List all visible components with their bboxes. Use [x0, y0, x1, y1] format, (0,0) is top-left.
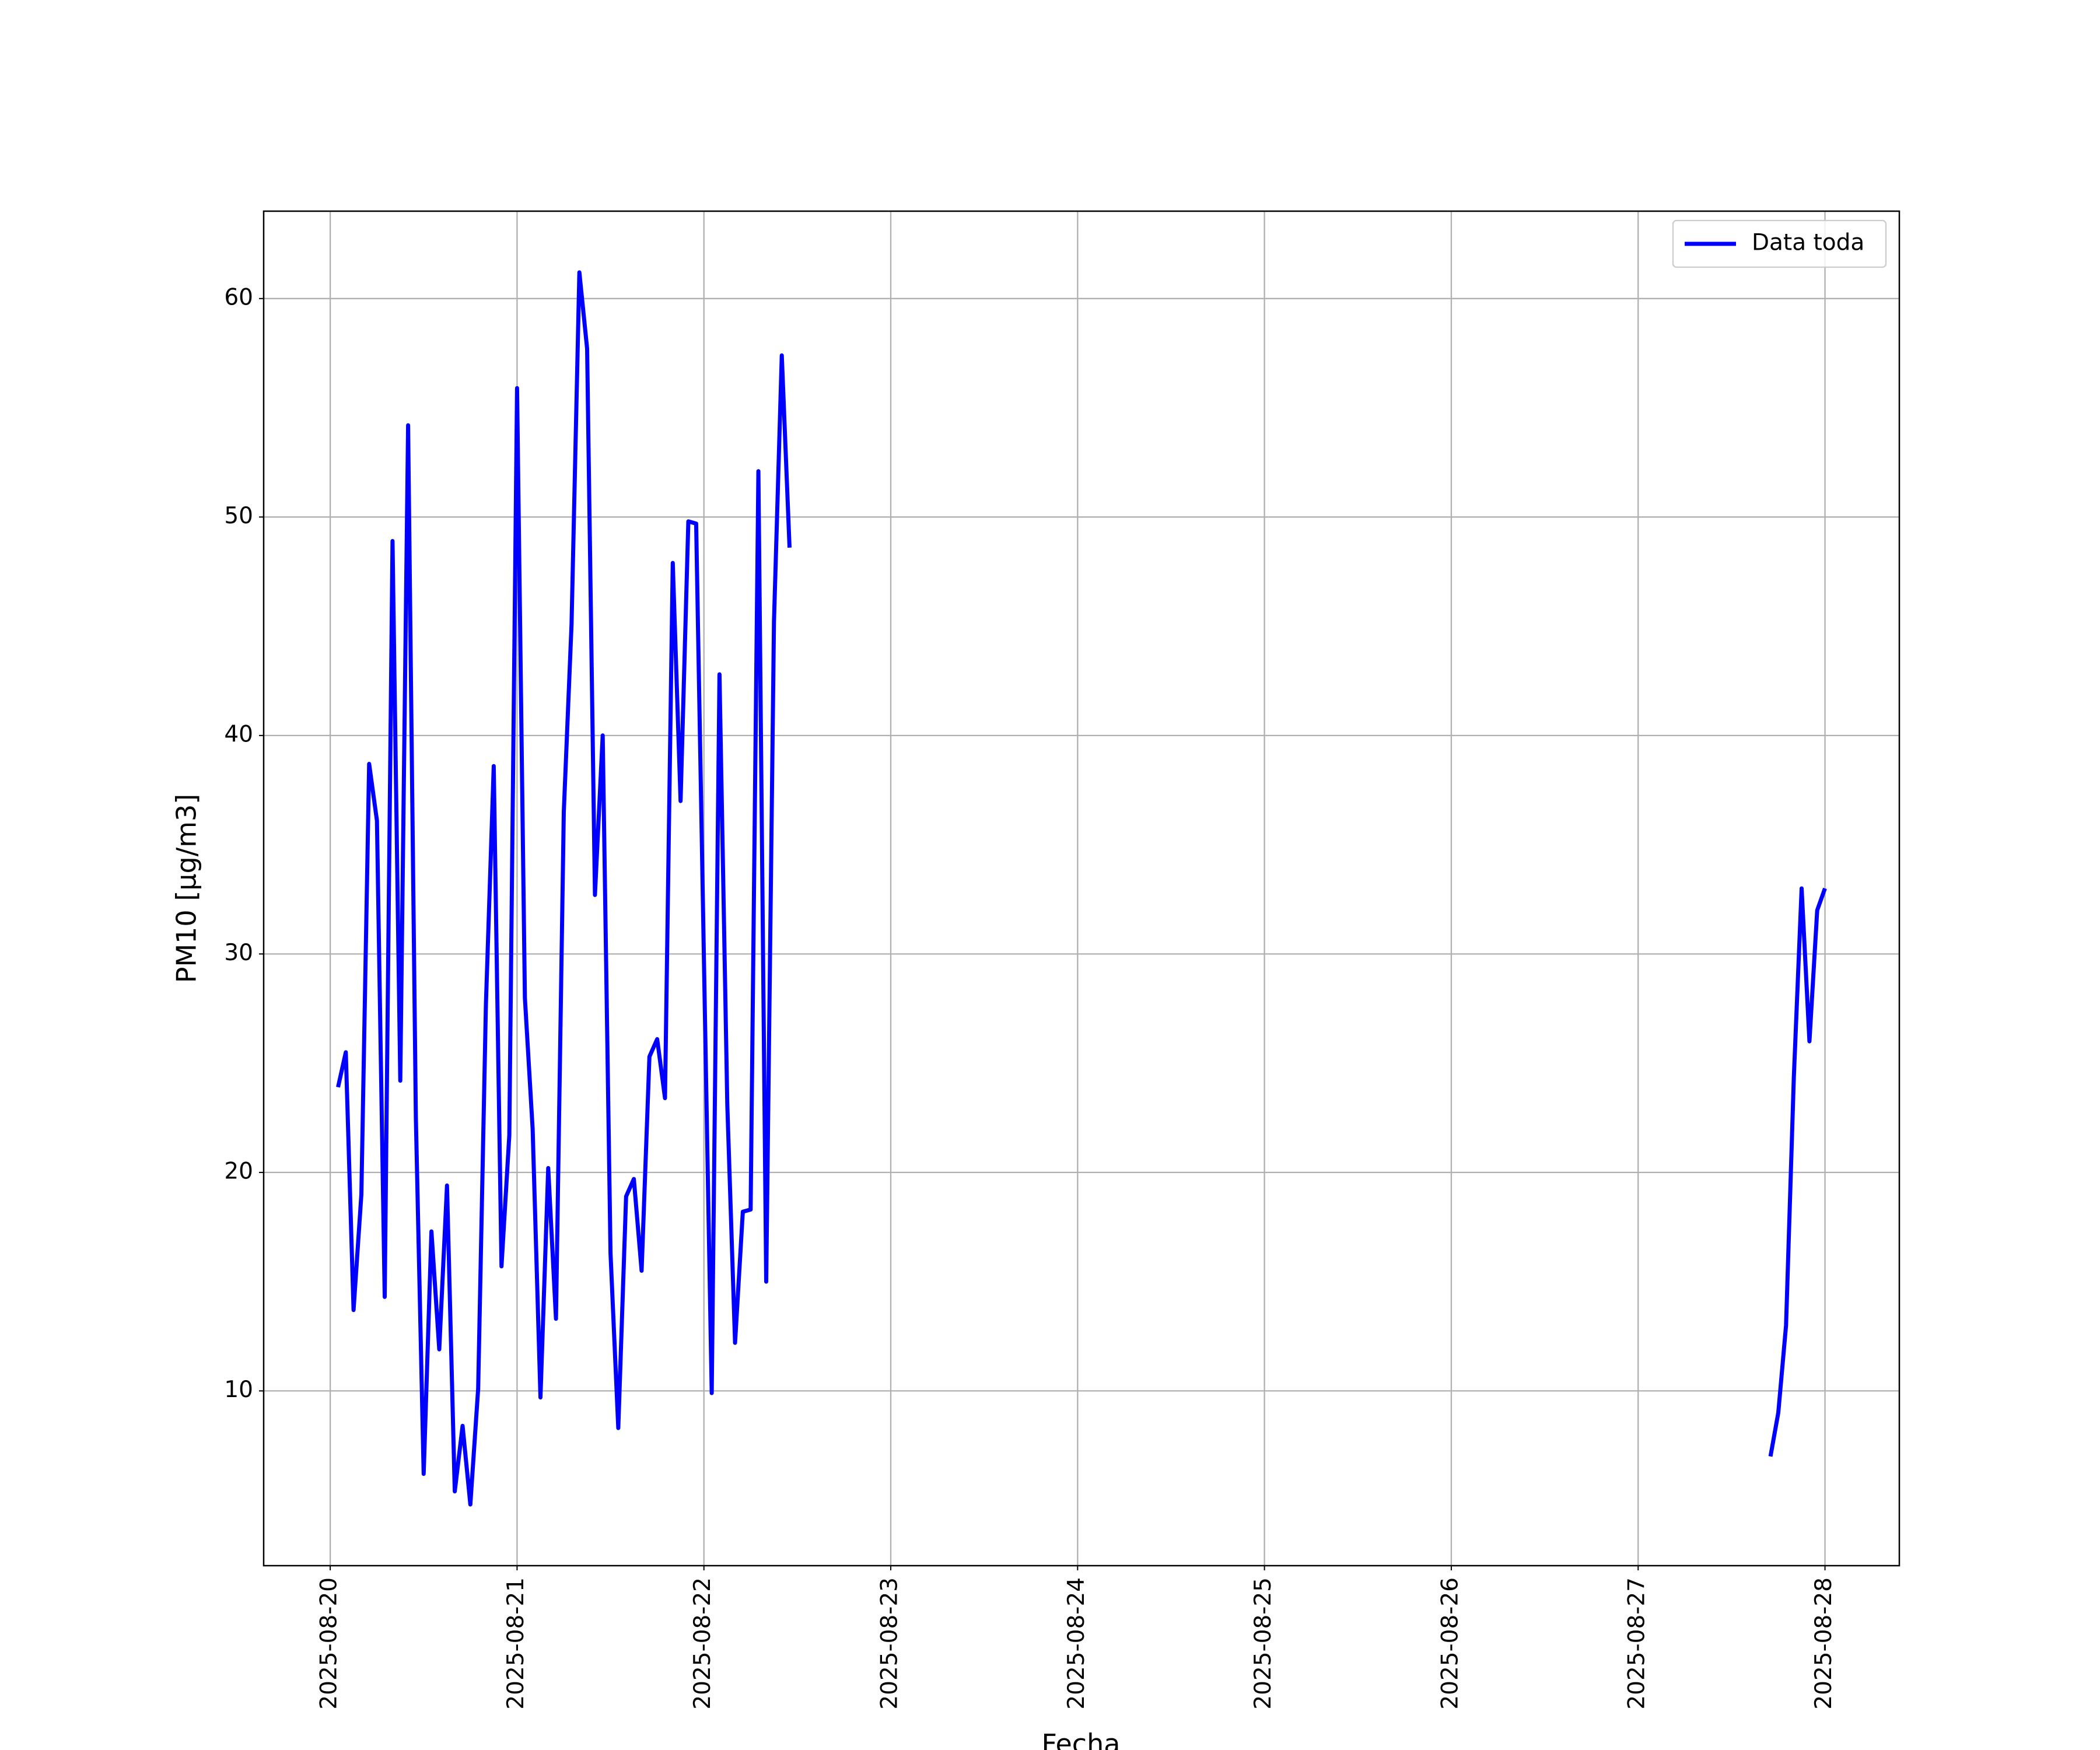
x-tick-label: 2025-08-21 [503, 1577, 529, 1710]
legend: Data toda [1672, 219, 1887, 268]
x-axis-label: Fecha [1042, 1728, 1121, 1750]
y-tick-label: 60 [224, 284, 253, 310]
legend-box [1672, 219, 1887, 268]
y-axis-label: PM10 [μg/m3] [171, 794, 202, 984]
y-tick-label: 20 [224, 1158, 253, 1184]
legend-label: Data toda [1752, 230, 1864, 256]
y-tick-label: 50 [224, 503, 253, 529]
x-tick-label: 2025-08-20 [316, 1577, 342, 1710]
x-tick-label: 2025-08-25 [1250, 1577, 1276, 1710]
y-tick-label: 10 [224, 1377, 253, 1403]
x-tick-label: 2025-08-28 [1811, 1577, 1837, 1710]
x-tick-label: 2025-08-27 [1624, 1577, 1650, 1710]
y-tick-label: 40 [224, 721, 253, 747]
x-tick-label: 2025-08-24 [1063, 1577, 1090, 1710]
x-tick-label: 2025-08-26 [1437, 1577, 1463, 1710]
y-tick-label: 30 [224, 940, 253, 966]
data-line [336, 270, 1827, 1507]
x-tick-label: 2025-08-23 [877, 1577, 903, 1710]
plot-frame [262, 210, 1901, 1567]
x-tick-label: 2025-08-22 [690, 1577, 716, 1710]
